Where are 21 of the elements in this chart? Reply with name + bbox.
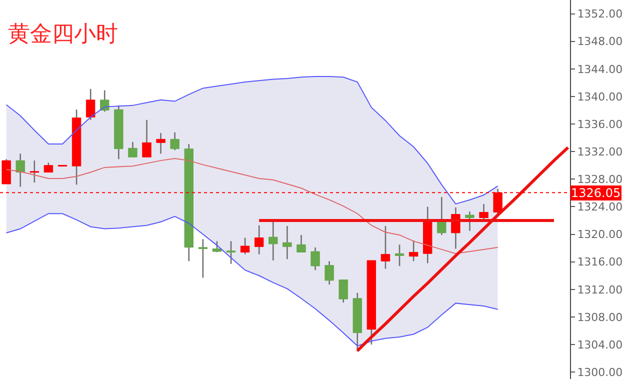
y-tick-label: 1340.00 bbox=[577, 90, 623, 104]
y-tick-label: 1332.00 bbox=[577, 145, 623, 158]
y-tick-label: 1304.00 bbox=[577, 338, 623, 352]
y-tick-label: 1344.00 bbox=[577, 62, 623, 76]
y-tick-label: 1300.00 bbox=[577, 366, 623, 379]
y-tick-label: 1348.00 bbox=[577, 35, 623, 48]
candlestick bbox=[310, 246, 320, 271]
candlestick bbox=[142, 119, 152, 158]
y-tick-label: 1320.00 bbox=[577, 228, 623, 242]
y-tick-label: 1352.00 bbox=[577, 8, 623, 21]
y-tick-label: 1324.00 bbox=[577, 200, 623, 214]
y-tick-label: 1308.00 bbox=[577, 310, 623, 324]
y-tick-label: 1328.00 bbox=[577, 173, 623, 186]
line-series bbox=[6, 76, 498, 204]
y-tick-label: 1336.00 bbox=[577, 118, 623, 131]
text: 黄金四小时 bbox=[8, 22, 118, 47]
line-series bbox=[6, 158, 498, 254]
y-tick-label: 1312.00 bbox=[577, 283, 623, 296]
ref-line-label: 1326.05 bbox=[571, 186, 621, 200]
y-tick-label: 1316.00 bbox=[577, 256, 623, 269]
line-series bbox=[6, 213, 498, 346]
